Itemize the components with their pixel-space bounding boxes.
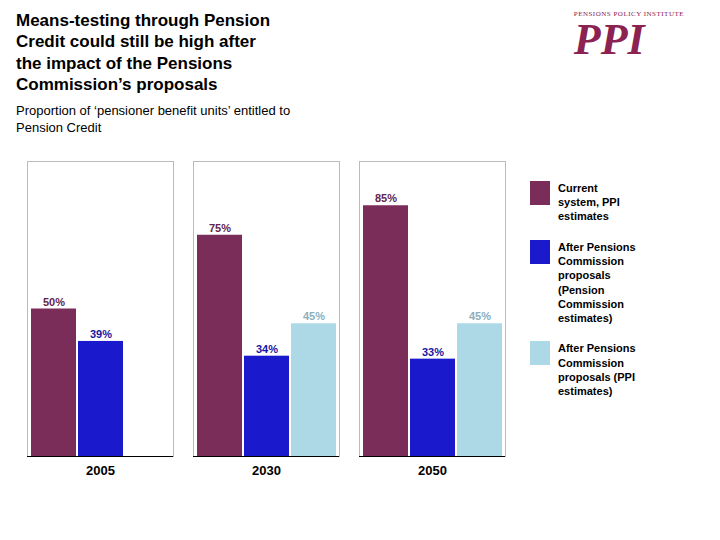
html-text:After Pensions Commission prop: After Pensions Commission proposals (PPI… bbox=[558, 342, 636, 398]
svg-text:45%: 45% bbox=[303, 310, 325, 322]
svg-text:34%: 34% bbox=[256, 343, 278, 355]
svg-text:45%: 45% bbox=[469, 310, 491, 322]
svg-text:50%: 50% bbox=[43, 295, 65, 307]
html-text:Means-testing through Pension: Means-testing through Pension Credit cou… bbox=[16, 11, 271, 94]
svg-text:33%: 33% bbox=[422, 345, 444, 357]
html-text:PPI: PPI bbox=[573, 15, 645, 64]
html-text:PENSIONS POLICY INSTITUTE: PENSIONS POLICY INSTITUTE bbox=[573, 10, 684, 18]
svg-text:2005: 2005 bbox=[86, 463, 115, 478]
svg-text:2050: 2050 bbox=[418, 463, 447, 478]
html-text:Proportion of ‘pensioner benef: Proportion of ‘pensioner benefit units’ … bbox=[16, 103, 291, 135]
html-text:After Pensions Commission prop: After Pensions Commission proposals (Pen… bbox=[558, 240, 636, 325]
svg-text:85%: 85% bbox=[375, 192, 397, 204]
svg-text:75%: 75% bbox=[209, 222, 231, 234]
svg-text:39%: 39% bbox=[90, 328, 112, 340]
svg-text:2030: 2030 bbox=[252, 463, 281, 478]
html-text:Current system, PPI estimates: Current system, PPI estimates bbox=[558, 181, 620, 223]
